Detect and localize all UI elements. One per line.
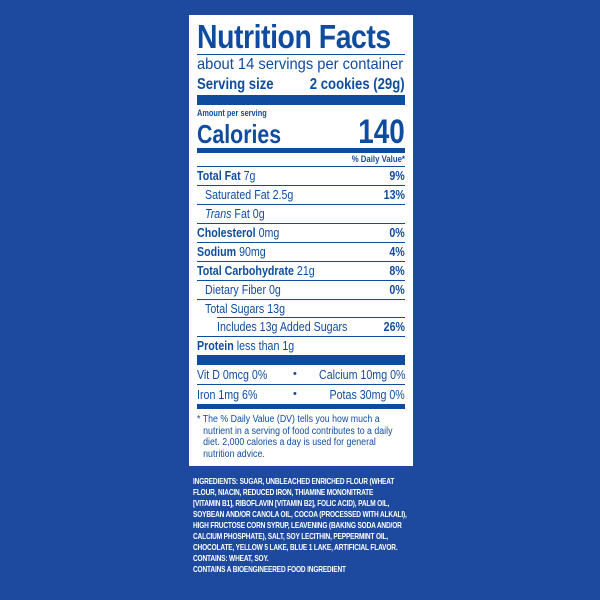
nutrient-daily-value: 13% bbox=[383, 187, 405, 202]
nutrient-list: Total Fat 7g 9% Saturated Fat 2.5g 13% Trans… bbox=[197, 166, 405, 355]
calories-row: Calories 140 bbox=[197, 113, 405, 151]
serving-size-label: Serving size bbox=[197, 76, 274, 93]
nutrient-amount: less than 1g bbox=[236, 338, 295, 353]
nutrient-name: Sodium 90mg bbox=[197, 243, 266, 261]
nutrient-amount: 90mg bbox=[239, 244, 266, 259]
nutrient-name: Total Sugars 13g bbox=[205, 300, 285, 318]
vitamin-right: Calcium 10mg 0% bbox=[318, 367, 405, 382]
vitamin-left: Vit D 0mcg 0% bbox=[197, 367, 268, 382]
ingredient-line: CHOCOLATE, YELLOW 5 LAKE, BLUE 1 LAKE, A… bbox=[193, 542, 398, 552]
vitamin-list: Vit D 0mcg 0% • Calcium 10mg 0% Iron 1mg 6%… bbox=[197, 365, 405, 404]
nutrient-name: Cholesterol 0mg bbox=[197, 224, 279, 242]
nutrition-facts-label: Nutrition Facts about 14 servings per co… bbox=[189, 15, 413, 466]
nutrient-row: Dietary Fiber 0g 0% bbox=[197, 280, 405, 299]
nutrient-label: Total Fat bbox=[197, 168, 241, 183]
bioengineered-statement: CONTAINS A BIOENGINEERED FOOD INGREDIENT bbox=[193, 564, 346, 574]
nutrient-daily-value: 9% bbox=[389, 168, 405, 183]
nutrient-daily-value: 4% bbox=[389, 244, 405, 259]
serving-size-value: 2 cookies (29g) bbox=[310, 76, 405, 93]
nutrient-row: Sodium 90mg 4% bbox=[197, 242, 405, 261]
nutrient-row: Trans Fat 0g bbox=[197, 204, 405, 223]
divider bbox=[197, 54, 405, 55]
nutrient-row: Total Fat 7g 9% bbox=[197, 166, 405, 185]
nutrient-name: Total Carbohydrate 21g bbox=[197, 262, 315, 280]
ingredient-line: FLOUR, NIACIN, REDUCED IRON, THIAMINE MO… bbox=[193, 487, 374, 497]
nutrient-label: Cholesterol bbox=[197, 225, 256, 240]
nutrient-daily-value: 0% bbox=[389, 282, 405, 297]
nutrient-label: Includes 13g Added Sugars bbox=[217, 319, 348, 334]
ingredient-line: INGREDIENTS: SUGAR, UNBLEACHED ENRICHED … bbox=[193, 476, 395, 486]
nutrient-row: Includes 13g Added Sugars 26% bbox=[197, 317, 405, 336]
nutrient-name: Saturated Fat 2.5g bbox=[205, 186, 293, 204]
nutrient-name: Total Fat 7g bbox=[197, 167, 255, 185]
serving-size: Serving size 2 cookies (29g) bbox=[197, 75, 405, 95]
nutrient-name: Dietary Fiber 0g bbox=[205, 281, 281, 299]
nutrient-row: Total Carbohydrate 21g 8% bbox=[197, 261, 405, 280]
ingredient-lines: INGREDIENTS: SUGAR, UNBLEACHED ENRICHED … bbox=[193, 476, 409, 553]
calories-label: Calories bbox=[197, 119, 282, 149]
nutrient-label: Total Sugars bbox=[205, 301, 265, 316]
nutrient-name: Protein less than 1g bbox=[197, 337, 294, 355]
bullet: • bbox=[293, 388, 297, 400]
nutrient-row: Cholesterol 0mg 0% bbox=[197, 223, 405, 242]
nutrient-label: Saturated Fat bbox=[205, 187, 270, 202]
footnote: * The % Daily Value (DV) tells you how m… bbox=[197, 414, 393, 460]
divider bbox=[217, 317, 405, 318]
nutrient-label: Protein bbox=[197, 338, 234, 353]
nutrient-label: Dietary Fiber bbox=[205, 282, 267, 297]
nutrient-amount: 7g bbox=[243, 168, 256, 183]
nutrient-label: Trans bbox=[205, 206, 232, 221]
nutrient-name: Trans Fat 0g bbox=[205, 205, 265, 223]
amount-per-serving: Amount per serving bbox=[197, 108, 267, 118]
nutrient-label: Sodium bbox=[197, 244, 237, 259]
ingredients: INGREDIENTS: SUGAR, UNBLEACHED ENRICHED … bbox=[189, 476, 413, 575]
nutrient-amount: 2.5g bbox=[272, 187, 294, 202]
thick-divider bbox=[197, 355, 405, 365]
thick-divider bbox=[197, 95, 405, 105]
medium-divider bbox=[197, 404, 405, 409]
label-title: Nutrition Facts bbox=[197, 18, 391, 55]
vitamin-row: Iron 1mg 6% • Potas 30mg 0% bbox=[197, 384, 405, 404]
nutrient-amount: 0g bbox=[268, 282, 281, 297]
calories-value: 140 bbox=[358, 113, 405, 151]
nutrient-name: Includes 13g Added Sugars bbox=[217, 318, 347, 336]
nutrient-daily-value: 26% bbox=[383, 319, 405, 334]
nutrient-amount: 0mg bbox=[258, 225, 280, 240]
vitamin-right: Potas 30mg 0% bbox=[329, 387, 405, 402]
nutrient-row: Total Sugars 13g bbox=[197, 299, 405, 318]
ingredient-line: CALCIUM PHOSPHATE), SALT, SOY LECITHIN, … bbox=[193, 531, 389, 541]
nutrient-row: Protein less than 1g bbox=[197, 336, 405, 355]
servings-per-container: about 14 servings per container bbox=[197, 56, 404, 73]
nutrient-amount: 13g bbox=[267, 301, 286, 316]
nutrient-label: Total Carbohydrate bbox=[197, 263, 294, 278]
ingredient-line: HIGH FRUCTOSE CORN SYRUP, LEAVENING (BAK… bbox=[193, 520, 402, 530]
nutrient-amount: Fat 0g bbox=[234, 206, 265, 221]
nutrient-daily-value: 8% bbox=[389, 263, 405, 278]
vitamin-row: Vit D 0mcg 0% • Calcium 10mg 0% bbox=[197, 365, 405, 384]
vitamin-left: Iron 1mg 6% bbox=[197, 387, 258, 402]
medium-divider bbox=[197, 148, 405, 153]
ingredient-line: [VITAMIN B1], RIBOFLAVIN [VITAMIN B2], F… bbox=[193, 498, 390, 508]
nutrient-amount: 21g bbox=[296, 263, 315, 278]
allergen-statement: CONTAINS: WHEAT, SOY. bbox=[193, 553, 269, 563]
page-wrapper: Nutrition Facts about 14 servings per co… bbox=[189, 15, 413, 575]
nutrient-daily-value: 0% bbox=[389, 225, 405, 240]
bullet: • bbox=[293, 368, 297, 380]
nutrient-row: Saturated Fat 2.5g 13% bbox=[197, 185, 405, 204]
daily-value-header: % Daily Value* bbox=[351, 154, 405, 165]
ingredient-line: SOYBEAN AND/OR CANOLA OIL, COCOA (PROCES… bbox=[193, 509, 407, 519]
